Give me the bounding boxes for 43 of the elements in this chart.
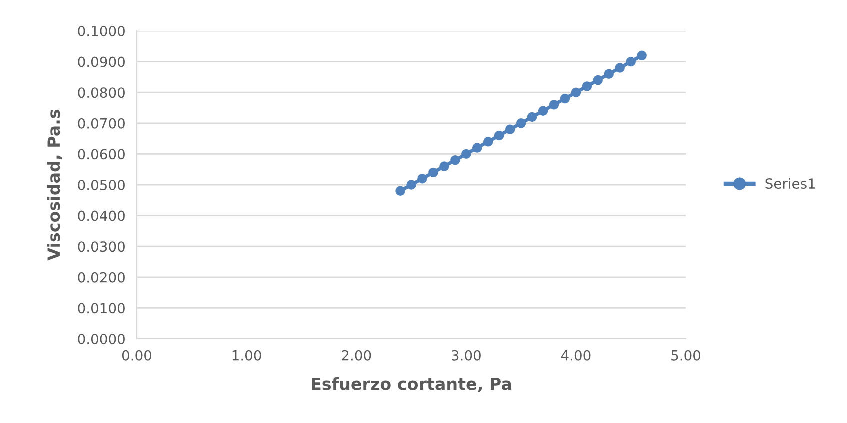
point xyxy=(484,137,494,147)
point xyxy=(527,112,538,122)
point xyxy=(396,186,406,196)
point xyxy=(505,124,516,134)
x-axis-title: Esfuerzo cortante, Pa xyxy=(312,377,512,392)
x-tick-label: 2.00 xyxy=(342,350,372,361)
point xyxy=(428,168,438,178)
y-tick-label: 0.0800 xyxy=(78,88,125,98)
point xyxy=(494,130,504,141)
point xyxy=(615,63,625,73)
y-tick-label: 0.0000 xyxy=(78,334,125,344)
point xyxy=(604,69,614,79)
point xyxy=(406,180,416,190)
y-tick-label: 0.0500 xyxy=(78,180,125,190)
point xyxy=(637,50,647,60)
point xyxy=(560,94,570,104)
point xyxy=(571,88,582,98)
point xyxy=(582,82,592,92)
point xyxy=(418,174,428,184)
x-tick-label: 3.00 xyxy=(452,350,481,361)
point xyxy=(450,156,460,166)
point xyxy=(462,149,472,160)
point xyxy=(538,106,548,116)
point xyxy=(440,162,450,172)
x-tick-label: 1.00 xyxy=(232,350,262,361)
x-tick-label: 0.00 xyxy=(122,350,152,361)
y-tick-label: 0.0700 xyxy=(78,118,125,129)
y-tick-label: 0.0600 xyxy=(78,149,125,160)
y-tick-label: 0.0900 xyxy=(78,56,125,68)
y-axis-title: Viscosidad, Pa.s xyxy=(47,110,62,261)
point xyxy=(626,56,636,67)
point xyxy=(472,143,482,153)
y-tick-label: 0.0400 xyxy=(78,210,125,222)
y-tick-label: 0.0100 xyxy=(78,303,125,314)
y-tick-label: 0.1000 xyxy=(78,26,125,36)
x-tick-label: 4.00 xyxy=(561,350,591,361)
y-tick-label: 0.0300 xyxy=(78,242,125,252)
x-tick-label: 5.00 xyxy=(672,350,701,361)
point xyxy=(516,118,526,128)
point xyxy=(593,75,604,86)
legend-label: Series1 xyxy=(766,178,816,190)
y-tick-label: 0.0200 xyxy=(78,272,125,283)
point xyxy=(549,100,560,110)
